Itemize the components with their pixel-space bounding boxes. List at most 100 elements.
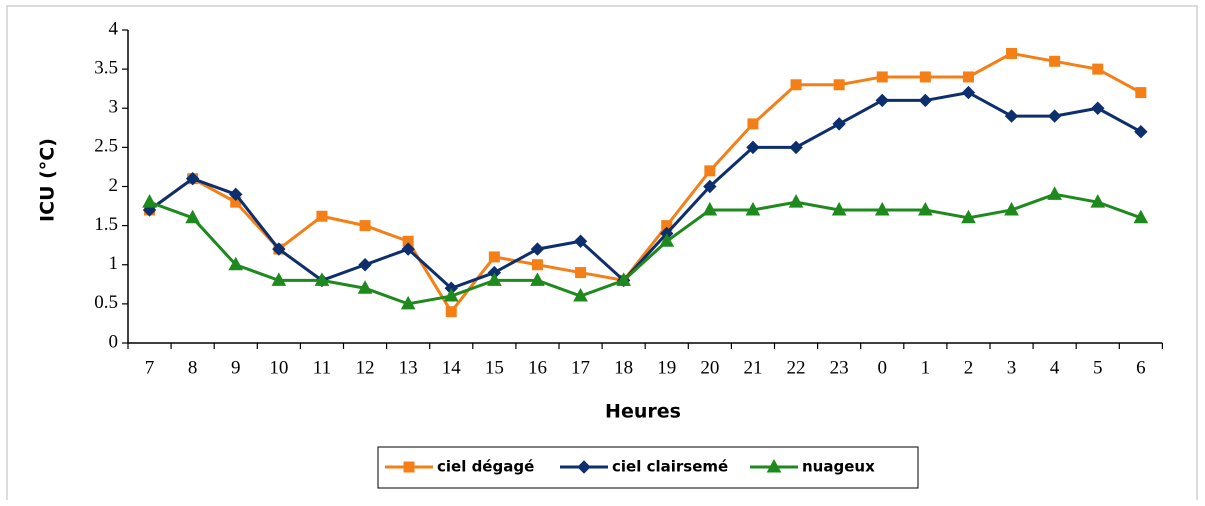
x-tick-label: 18 <box>614 357 633 378</box>
x-tick-label: 6 <box>1136 357 1146 378</box>
data-point <box>746 140 760 155</box>
x-tick-label: 19 <box>657 357 676 378</box>
data-point <box>271 272 287 286</box>
legend-box <box>377 446 919 489</box>
data-point <box>918 201 933 216</box>
data-point <box>357 280 373 294</box>
data-point <box>790 79 802 91</box>
y-tick-label: 4 <box>109 18 119 39</box>
x-tick-label: 8 <box>188 357 198 378</box>
data-point <box>185 209 200 224</box>
data-point <box>832 117 846 131</box>
x-tick-label: 23 <box>830 357 849 378</box>
data-point <box>875 93 889 108</box>
x-tick-label: 14 <box>442 357 462 378</box>
data-point <box>530 242 545 256</box>
x-tick-label: 16 <box>528 357 547 378</box>
legend-label: ciel clairsemé <box>612 458 728 476</box>
x-axis-title: Heures <box>605 401 681 423</box>
data-point <box>831 201 847 216</box>
x-tick-label: 7 <box>145 357 155 378</box>
data-point <box>487 272 502 286</box>
data-point <box>573 234 588 248</box>
y-tick-label: 3.5 <box>94 57 118 78</box>
data-point <box>359 220 371 232</box>
data-point <box>400 295 416 310</box>
data-point <box>962 71 974 83</box>
series-line <box>149 192 1142 306</box>
data-point <box>1047 186 1062 200</box>
data-point <box>401 242 415 256</box>
data-point <box>1134 125 1148 139</box>
data-point <box>272 242 286 256</box>
data-point <box>358 258 372 272</box>
data-point <box>789 140 803 155</box>
data-point <box>228 256 244 271</box>
data-point <box>703 179 717 194</box>
data-point <box>316 210 328 222</box>
data-point <box>961 209 976 224</box>
y-tick-label: 1 <box>109 253 119 274</box>
x-tick-label: 21 <box>743 357 762 378</box>
x-tick-label: 4 <box>1050 357 1060 378</box>
data-point <box>1090 194 1106 208</box>
y-tick-label: 0 <box>109 331 119 352</box>
x-tick-label: 1 <box>921 357 931 378</box>
x-tick-label: 10 <box>269 357 288 378</box>
data-point <box>1004 201 1019 216</box>
data-point <box>659 233 675 247</box>
y-tick-label: 3 <box>109 97 119 118</box>
data-point <box>788 194 804 208</box>
data-point <box>961 85 976 100</box>
x-tick-label: 3 <box>1007 357 1017 378</box>
data-point <box>1004 109 1019 123</box>
data-point <box>1133 209 1149 224</box>
data-point <box>1049 55 1061 67</box>
data-point <box>1006 47 1018 59</box>
y-tick-label: 1.5 <box>94 214 118 235</box>
y-tick-label: 2 <box>109 175 119 196</box>
y-axis-title: ICU (°C) <box>37 138 59 222</box>
data-point <box>445 306 457 318</box>
data-point <box>747 118 759 130</box>
data-point <box>185 171 200 186</box>
x-tick-label: 11 <box>313 357 331 378</box>
data-point <box>575 267 587 279</box>
data-point <box>314 272 330 286</box>
legend-marker <box>766 458 782 473</box>
data-point <box>745 201 761 216</box>
data-point <box>919 71 931 83</box>
x-tick-label: 22 <box>787 357 806 378</box>
data-point <box>1091 101 1105 115</box>
legend-label: nuageux <box>802 458 875 476</box>
x-tick-label: 12 <box>356 357 375 378</box>
x-tick-label: 2 <box>964 357 974 378</box>
data-point <box>876 71 888 83</box>
data-point <box>616 272 631 286</box>
data-point <box>704 165 716 177</box>
legend-marker <box>577 460 591 474</box>
data-point <box>874 201 890 216</box>
y-tick-label: 2.5 <box>94 136 118 157</box>
frame <box>6 5 1198 500</box>
legend-label: ciel dégagé <box>437 458 534 476</box>
data-point <box>488 251 500 263</box>
data-point <box>530 272 545 286</box>
x-tick-label: 0 <box>878 357 888 378</box>
y-tick-label: 0.5 <box>94 292 118 313</box>
x-tick-label: 9 <box>231 357 241 378</box>
data-point <box>443 288 459 302</box>
data-point <box>833 79 845 91</box>
x-tick-label: 17 <box>571 357 590 378</box>
data-point <box>1047 109 1062 123</box>
legend-marker <box>403 461 415 473</box>
data-point <box>1135 87 1147 99</box>
data-point <box>142 194 157 208</box>
x-tick-label: 13 <box>399 357 418 378</box>
x-tick-label: 5 <box>1093 357 1103 378</box>
data-point <box>229 187 243 202</box>
series-line <box>148 51 1142 315</box>
x-tick-label: 20 <box>700 357 719 378</box>
data-point <box>573 288 588 302</box>
